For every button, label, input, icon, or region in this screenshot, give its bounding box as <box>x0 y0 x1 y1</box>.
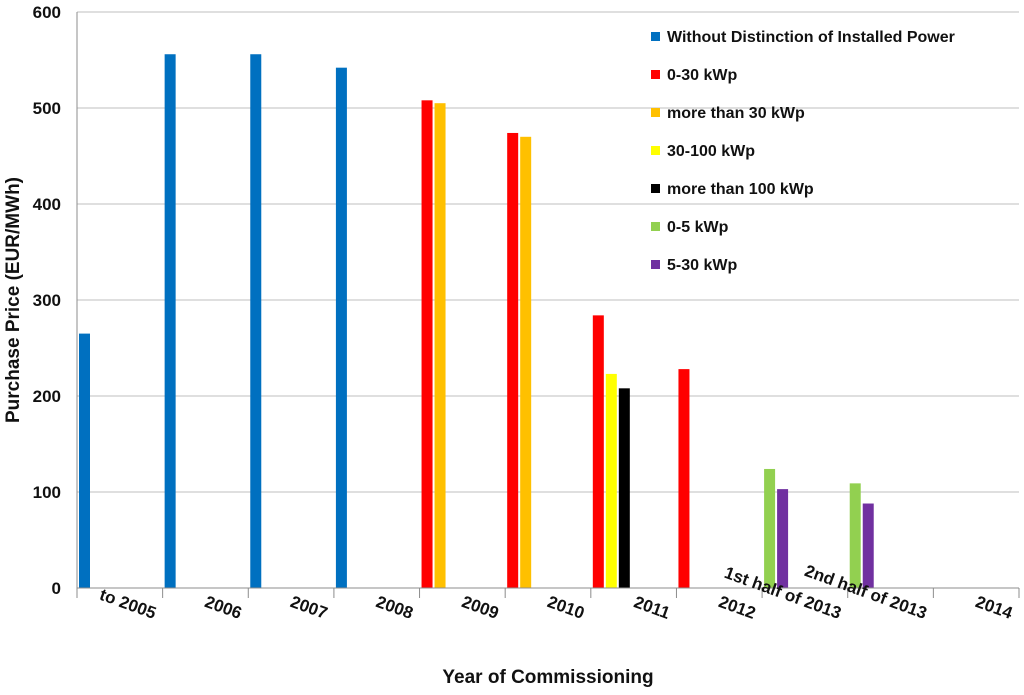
x-tick-label: 2011 <box>631 592 672 622</box>
x-tick-label: 2012 <box>716 592 758 623</box>
y-tick-label: 200 <box>33 387 61 406</box>
gridlines <box>77 11 1019 493</box>
legend-swatch <box>651 32 660 41</box>
legend-label: 0-30 kWp <box>667 67 737 84</box>
bar <box>862 503 874 588</box>
legend-swatch <box>651 260 660 269</box>
bar <box>777 489 789 588</box>
bar <box>592 315 604 588</box>
y-tick-label: 100 <box>33 483 61 502</box>
bar <box>434 103 446 588</box>
x-tick-label: 2008 <box>374 592 416 623</box>
x-tick-label: 2006 <box>202 592 244 623</box>
x-tick-label: 2007 <box>288 592 330 623</box>
y-tick-label: 600 <box>33 3 61 22</box>
bar <box>164 54 176 589</box>
bar <box>605 373 617 588</box>
x-tick-label: 2010 <box>545 592 587 623</box>
legend-label: 5-30 kWp <box>667 257 737 274</box>
bar <box>421 100 433 588</box>
legend-label: 30-100 kWp <box>667 143 755 160</box>
legend-swatch <box>651 108 660 117</box>
bar <box>618 388 630 588</box>
legend-label: more than 100 kWp <box>667 181 814 198</box>
y-tick-labels: 0 100 200 300 400 500 600 <box>33 3 61 598</box>
legend-swatch <box>651 146 660 155</box>
legend-label: more than 30 kWp <box>667 105 805 122</box>
bar <box>849 483 861 588</box>
x-axis-title: Year of Commissioning <box>442 667 653 688</box>
bar <box>79 333 90 588</box>
legend-label: 0-5 kWp <box>667 219 729 236</box>
bar <box>678 369 690 588</box>
legend-label: Without Distinction of Installed Power <box>667 29 955 46</box>
legend-swatch <box>651 222 660 231</box>
y-tick-label: 300 <box>33 291 61 310</box>
y-tick-label: 400 <box>33 195 61 214</box>
y-tick-label: 500 <box>33 99 61 118</box>
axes <box>76 12 1020 598</box>
bars <box>79 54 874 589</box>
bar <box>507 132 519 588</box>
y-tick-label: 0 <box>52 579 61 598</box>
bar <box>335 67 347 589</box>
bar <box>764 468 776 588</box>
legend-swatch <box>651 70 660 79</box>
legend: Without Distinction of Installed Power 0-… <box>651 29 955 274</box>
y-axis-title: Purchase Price (EUR/MWh) <box>3 177 24 423</box>
x-tick-label: 2009 <box>459 592 501 623</box>
x-tick-label: 2014 <box>973 592 1016 623</box>
x-tick-label: to 2005 <box>97 585 159 623</box>
bar <box>520 136 532 589</box>
legend-swatch <box>651 184 660 193</box>
bar <box>250 54 262 589</box>
